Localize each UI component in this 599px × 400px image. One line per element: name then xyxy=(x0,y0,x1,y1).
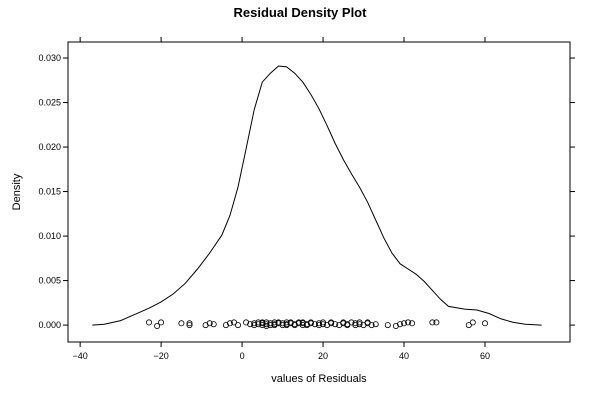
rug-point xyxy=(429,319,436,326)
rug-point xyxy=(210,321,217,328)
rug-point xyxy=(234,322,241,329)
rug-point xyxy=(222,322,229,329)
rug-point xyxy=(251,320,258,327)
rug-point xyxy=(352,322,359,329)
y-axis-ticks: 0.000 0.005 0.010 0.015 0.020 0.025 0.030 xyxy=(38,53,575,330)
rug-point xyxy=(396,321,403,328)
y-tick-label: 0.025 xyxy=(38,98,61,108)
rug-point xyxy=(158,319,165,326)
rug-point xyxy=(283,319,290,326)
rug-point xyxy=(206,320,213,327)
rug-point xyxy=(481,320,488,327)
rug-point xyxy=(263,319,270,326)
rug-points-layer xyxy=(145,319,488,329)
density-curve xyxy=(92,65,542,326)
rug-point xyxy=(400,320,407,327)
rug-point xyxy=(372,321,379,328)
rug-point xyxy=(287,319,294,326)
rug-point xyxy=(433,319,440,326)
rug-point xyxy=(344,322,351,329)
rug-point xyxy=(315,322,322,329)
rug-point xyxy=(348,319,355,326)
x-axis-label: values of Residuals xyxy=(271,373,367,385)
y-tick-label: 0.030 xyxy=(38,53,61,63)
rug-point xyxy=(356,321,363,328)
x-tick-label: −20 xyxy=(153,351,168,361)
y-tick-label: 0.000 xyxy=(38,320,61,330)
rug-point xyxy=(154,322,161,329)
rug-point xyxy=(465,322,472,329)
rug-point xyxy=(368,322,375,329)
rug-point xyxy=(279,320,286,327)
rug-point xyxy=(319,321,326,328)
rug-point xyxy=(263,322,270,329)
rug-point xyxy=(263,321,270,328)
rug-point xyxy=(271,322,278,329)
rug-point xyxy=(405,319,412,326)
rug-point xyxy=(279,322,286,329)
rug-point xyxy=(352,320,359,327)
rug-point xyxy=(267,322,274,329)
rug-point xyxy=(186,320,193,327)
rug-point xyxy=(275,319,282,326)
rug-point xyxy=(145,319,152,326)
x-tick-label: 20 xyxy=(318,351,328,361)
rug-point xyxy=(295,320,302,327)
rug-point xyxy=(226,320,233,327)
y-tick-label: 0.010 xyxy=(38,231,61,241)
rug-point xyxy=(364,319,371,326)
x-axis-ticks: −40 −20 0 20 40 60 xyxy=(73,37,490,361)
rug-point xyxy=(251,322,258,329)
density-curve-layer xyxy=(92,65,542,326)
rug-point xyxy=(247,321,254,328)
rug-point xyxy=(178,320,185,327)
rug-point xyxy=(319,319,326,326)
rug-point xyxy=(356,319,363,326)
x-tick-label: 0 xyxy=(240,351,245,361)
rug-point xyxy=(311,321,318,328)
rug-point xyxy=(299,322,306,329)
rug-point xyxy=(303,322,310,329)
y-tick-label: 0.005 xyxy=(38,276,61,286)
rug-point xyxy=(230,319,237,326)
chart-title: Residual Density Plot xyxy=(234,5,368,20)
rug-point xyxy=(255,321,262,328)
y-tick-label: 0.020 xyxy=(38,142,61,152)
rug-point xyxy=(384,322,391,329)
x-tick-label: 60 xyxy=(480,351,490,361)
rug-point xyxy=(186,322,193,329)
y-tick-label: 0.015 xyxy=(38,187,61,197)
plot-frame xyxy=(67,41,571,343)
x-tick-label: −40 xyxy=(73,351,88,361)
rug-point xyxy=(332,321,339,328)
rug-point xyxy=(255,319,262,326)
rug-point xyxy=(469,319,476,326)
rug-point xyxy=(409,320,416,327)
rug-point xyxy=(259,322,266,329)
x-tick-label: 40 xyxy=(399,351,409,361)
rug-point xyxy=(315,320,322,327)
rug-point xyxy=(324,322,331,329)
rug-point xyxy=(271,319,278,326)
rug-point xyxy=(340,320,347,327)
y-axis-label: Density xyxy=(11,173,23,210)
